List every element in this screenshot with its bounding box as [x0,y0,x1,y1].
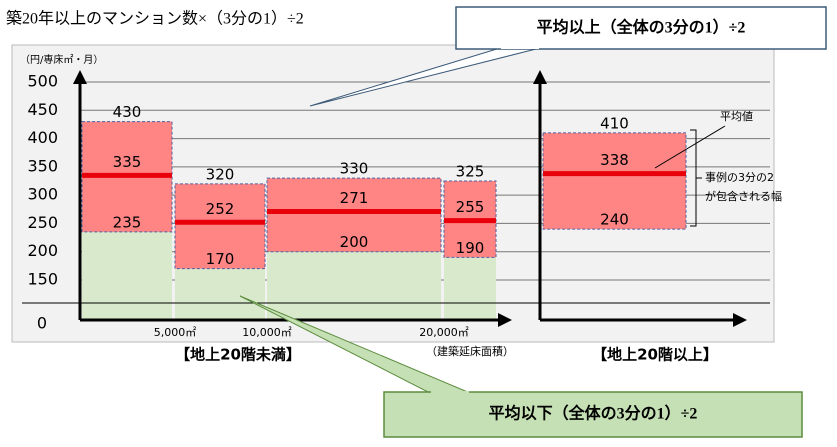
y-axis-label: （円/専床㎡・月） [20,53,103,66]
value-label: 200 [340,233,369,251]
value-label: 170 [206,250,235,268]
below-area [82,231,172,320]
callout-text: 平均以上（全体の3分の1）÷2 [537,18,746,37]
annotation-pointer [654,125,726,169]
arrow [733,313,747,327]
value-label: 410 [600,114,629,132]
value-label: 335 [113,153,142,171]
arrow [498,313,512,327]
group-label: 【地上20階以上】 [592,346,718,364]
x-tick-label: 5,000㎡ [154,326,197,339]
x-axis-label: （建築延床面積） [426,344,514,358]
value-label: 252 [206,200,235,218]
y-tick-label: 150 [27,270,58,289]
title: 築20年以上のマンション数×（3分の1）÷2 [6,10,304,28]
callout [383,391,803,438]
value-label: 240 [600,211,629,229]
annotation: 平均値 [720,110,753,123]
group-label: 【地上20階未満】 [175,346,301,364]
below-area [267,251,441,320]
arrow [73,70,87,84]
annotation: 事例の3分の2 [705,170,774,184]
below-area [444,257,496,320]
y-tick-label: 450 [27,100,58,119]
y-tick-label: 300 [27,185,58,204]
y-tick-label: 500 [27,72,58,91]
callout-text: 平均以下（全体の3分の1）÷2 [489,404,698,423]
value-label: 330 [340,160,369,178]
value-label: 325 [456,163,485,181]
range-box [266,177,442,253]
value-label: 338 [600,151,629,169]
value-label: 190 [456,239,485,257]
callout [455,6,827,50]
y-tick-label: 400 [27,128,58,147]
y-tick-label: 200 [27,241,58,260]
y-tick-label: 350 [27,156,58,175]
arrow [533,70,547,84]
y-origin-label: 0 [37,314,47,333]
y-tick-label: 250 [27,213,58,232]
x-tick-label: 20,000㎡ [419,326,469,339]
annotation: が包含される幅 [705,189,782,203]
value-label: 430 [113,103,142,121]
x-tick-label: 10,000㎡ [242,326,292,339]
range-brace [690,129,702,227]
value-label: 320 [206,165,235,183]
value-label: 271 [340,189,369,207]
range-box [174,183,266,270]
below-area [175,268,265,320]
marks: 430 335 235 320 252 170 330 271 200 325 255 190 410 3… [81,103,687,320]
value-label: 255 [456,198,485,216]
range-box [542,132,687,230]
value-label: 235 [113,213,142,231]
